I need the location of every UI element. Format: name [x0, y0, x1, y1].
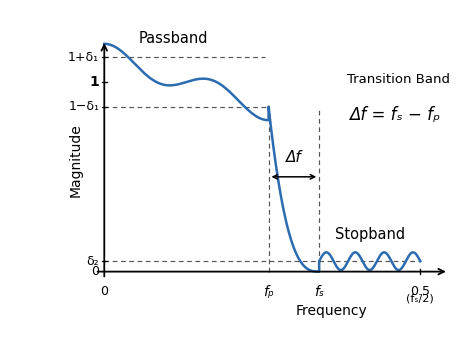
Text: Stopband: Stopband — [335, 227, 405, 242]
Text: δ₂: δ₂ — [87, 255, 99, 268]
Text: 1+δ₁: 1+δ₁ — [68, 51, 99, 64]
Text: Passband: Passband — [138, 31, 208, 46]
Text: Δf: Δf — [286, 150, 302, 165]
Text: 0.5: 0.5 — [410, 285, 430, 298]
Text: Δf = fₛ − fₚ: Δf = fₛ − fₚ — [349, 106, 440, 124]
Text: 0: 0 — [100, 285, 108, 298]
Y-axis label: Magnitude: Magnitude — [69, 123, 82, 197]
Text: fₛ: fₛ — [314, 285, 324, 299]
Text: 1: 1 — [90, 75, 99, 89]
Text: (fₛ/2): (fₛ/2) — [406, 293, 434, 303]
Text: Frequency: Frequency — [296, 304, 368, 318]
Text: 0: 0 — [91, 265, 99, 278]
Text: fₚ: fₚ — [263, 285, 274, 299]
Text: 1−δ₁: 1−δ₁ — [68, 100, 99, 113]
Text: Transition Band: Transition Band — [346, 73, 450, 86]
